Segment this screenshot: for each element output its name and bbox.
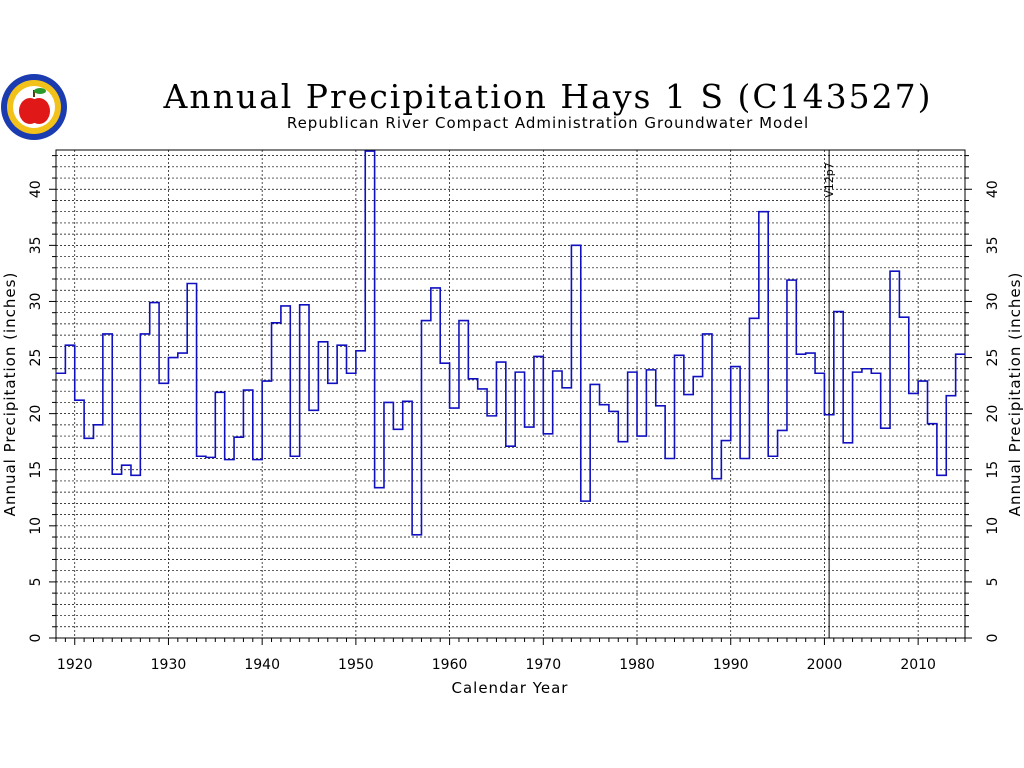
plot-border: [55, 149, 966, 639]
y-tick-label-left: 10: [28, 517, 44, 535]
axis-ticks: [49, 155, 972, 645]
y-tick-label-right: 10: [985, 517, 1001, 535]
apple-seal-icon: [1, 74, 67, 140]
x-tick-labels: 1920 1930 1940 1950 1960 1970 1980 1990 2000 2010: [57, 657, 936, 673]
y-tick-label-right: 20: [985, 405, 1001, 423]
x-tick-label: 1950: [338, 657, 374, 673]
y-tick-labels-left: 0 5 10 15 20 25 30 35 40: [28, 180, 44, 642]
annotation-label: V12p7: [823, 162, 836, 198]
x-axis-label: Calendar Year: [452, 679, 569, 697]
y-tick-label-left: 0: [28, 634, 44, 643]
y-tick-label-left: 20: [28, 405, 44, 423]
y-tick-label-right: 0: [985, 634, 1001, 643]
x-tick-label: 1990: [713, 657, 749, 673]
plot-frame: [55, 149, 966, 639]
precipitation-series-line: [56, 150, 965, 536]
chart-subtitle: Republican River Compact Administration …: [287, 114, 809, 132]
x-tick-label: 1930: [151, 657, 187, 673]
y-tick-label-right: 30: [985, 293, 1001, 311]
y-tick-label-right: 40: [985, 180, 1001, 198]
y-tick-label-left: 5: [28, 577, 44, 586]
y-tick-label-right: 15: [985, 461, 1001, 479]
x-tick-label: 2010: [900, 657, 936, 673]
y-tick-label-right: 25: [985, 349, 1001, 367]
x-tick-label: 1960: [432, 657, 468, 673]
x-tick-label: 1940: [244, 657, 280, 673]
y-tick-label-left: 25: [28, 349, 44, 367]
y-tick-label-left: 40: [28, 180, 44, 198]
y-tick-label-left: 30: [28, 293, 44, 311]
y-axis-label-right: Annual Precipitation (inches): [1006, 272, 1024, 517]
x-tick-label: 2000: [807, 657, 843, 673]
x-tick-label: 1920: [57, 657, 93, 673]
y-axis-label-left: Annual Precipitation (inches): [1, 272, 19, 517]
y-tick-label-left: 35: [28, 236, 44, 254]
y-tick-label-right: 5: [985, 577, 1001, 586]
x-tick-label: 1970: [525, 657, 561, 673]
y-tick-label-right: 35: [985, 236, 1001, 254]
y-tick-label-left: 15: [28, 461, 44, 479]
x-tick-label: 1980: [619, 657, 655, 673]
y-tick-labels-right: 0 5 10 15 20 25 30 35 40: [985, 180, 1001, 642]
chart-title: Annual Precipitation Hays 1 S (C143527): [163, 77, 933, 116]
